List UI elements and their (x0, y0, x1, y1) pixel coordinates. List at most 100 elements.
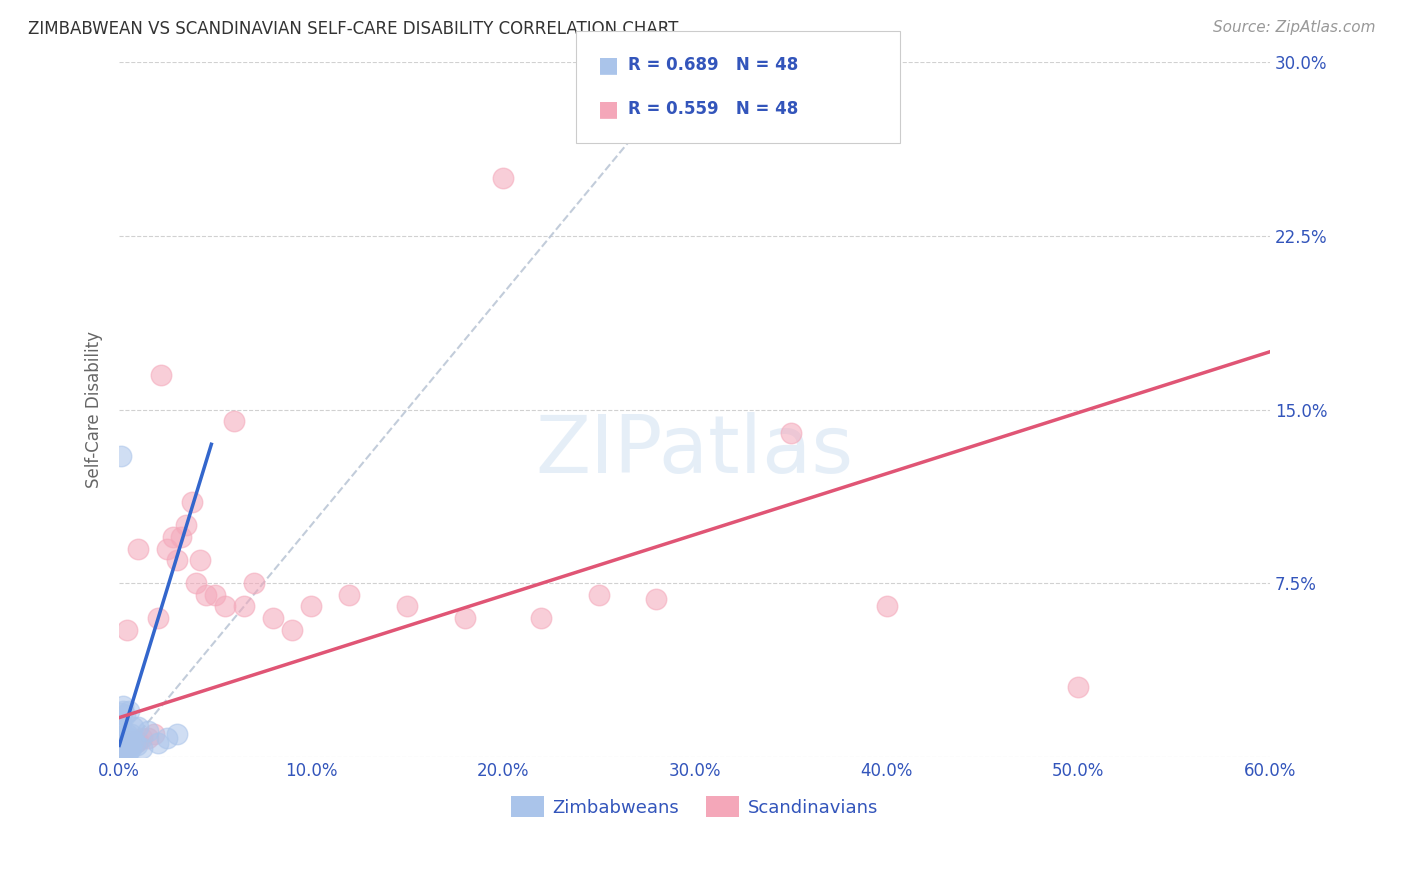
Point (146, 611, 169, 625)
Point (110, 706, 132, 720)
Point (110, 743, 132, 757)
Point (188, 553, 211, 567)
Point (127, 733, 149, 747)
Text: R = 0.689   N = 48: R = 0.689 N = 48 (628, 56, 799, 74)
Point (127, 720, 149, 734)
Point (194, 588, 217, 602)
Point (214, 599, 236, 614)
Point (124, 736, 146, 750)
Point (110, 739, 132, 753)
Point (112, 733, 135, 747)
Point (114, 747, 136, 762)
Point (156, 731, 179, 746)
Point (110, 715, 132, 730)
Point (530, 611, 553, 625)
Point (110, 739, 132, 753)
Point (114, 739, 136, 753)
Point (233, 599, 256, 614)
Point (112, 698, 135, 713)
Point (121, 736, 143, 750)
Point (112, 739, 135, 753)
Point (112, 745, 135, 759)
Point (136, 731, 159, 746)
Point (115, 733, 138, 747)
Point (339, 588, 361, 602)
Point (779, 425, 801, 440)
Point (115, 727, 138, 741)
Text: R = 0.559   N = 48: R = 0.559 N = 48 (628, 100, 799, 118)
Point (299, 599, 322, 614)
Point (121, 720, 143, 734)
Point (110, 747, 132, 762)
Point (492, 170, 515, 185)
Point (588, 588, 610, 602)
Point (125, 739, 148, 753)
Point (118, 704, 141, 718)
Point (453, 611, 475, 625)
Point (645, 592, 668, 607)
Point (115, 747, 138, 762)
Point (118, 733, 141, 747)
Point (876, 599, 898, 614)
Point (181, 495, 204, 509)
Point (110, 731, 132, 746)
Point (110, 449, 132, 463)
Text: ■: ■ (598, 99, 619, 119)
Point (114, 729, 136, 743)
Point (110, 733, 132, 747)
Y-axis label: Self-Care Disability: Self-Care Disability (86, 331, 103, 488)
Point (118, 743, 141, 757)
Text: ZIMBABWEAN VS SCANDINAVIAN SELF-CARE DISABILITY CORRELATION CHART: ZIMBABWEAN VS SCANDINAVIAN SELF-CARE DIS… (28, 20, 679, 37)
Point (118, 739, 141, 753)
Point (131, 740, 153, 755)
Point (110, 740, 132, 755)
Legend: Zimbabweans, Scandinavians: Zimbabweans, Scandinavians (503, 789, 886, 824)
Point (115, 740, 138, 755)
Text: Source: ZipAtlas.com: Source: ZipAtlas.com (1212, 20, 1375, 35)
Text: ZIPatlas: ZIPatlas (536, 412, 853, 491)
Point (112, 743, 135, 757)
Point (176, 518, 198, 533)
Point (131, 731, 153, 746)
Point (156, 541, 179, 556)
Point (395, 599, 418, 614)
Point (204, 588, 226, 602)
Point (112, 740, 135, 755)
Point (127, 541, 149, 556)
Point (118, 739, 141, 753)
Point (112, 739, 135, 753)
Point (114, 736, 136, 750)
Point (114, 745, 136, 759)
Point (162, 530, 184, 544)
Point (1067, 681, 1090, 695)
Point (114, 740, 136, 755)
Point (112, 729, 135, 743)
Point (120, 740, 142, 755)
Point (112, 739, 135, 753)
Point (169, 530, 191, 544)
Point (281, 623, 304, 637)
Point (110, 727, 132, 741)
Point (114, 733, 136, 747)
Point (136, 724, 159, 739)
Point (142, 727, 165, 741)
Point (125, 733, 148, 747)
Point (121, 733, 143, 747)
Point (166, 553, 188, 567)
Point (184, 576, 207, 591)
Text: ■: ■ (598, 55, 619, 75)
Point (120, 727, 142, 741)
Point (112, 743, 135, 757)
Point (166, 727, 188, 741)
Point (262, 611, 284, 625)
Point (124, 736, 146, 750)
Point (110, 722, 132, 736)
Point (242, 576, 264, 591)
Point (150, 368, 173, 382)
Point (110, 743, 132, 757)
Point (110, 736, 132, 750)
Point (114, 743, 136, 757)
Point (146, 736, 169, 750)
Point (118, 731, 141, 746)
Point (224, 414, 246, 428)
